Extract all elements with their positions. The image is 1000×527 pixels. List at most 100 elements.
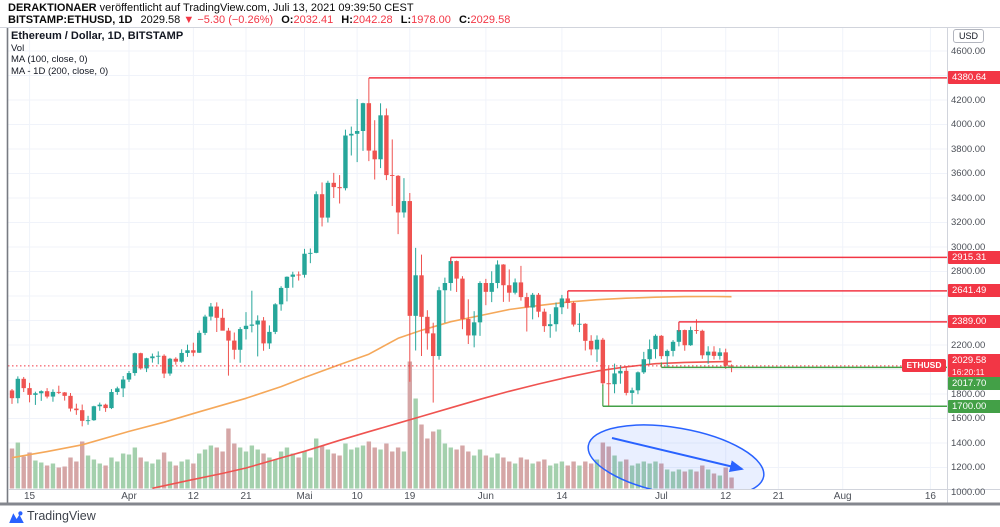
candle-body bbox=[425, 316, 430, 334]
trend-arrow bbox=[611, 437, 744, 473]
close-value: 2029.58 bbox=[470, 14, 511, 26]
volume-bar bbox=[548, 465, 553, 489]
candle-body bbox=[80, 410, 85, 421]
volume-bar bbox=[670, 471, 676, 489]
volume-bar bbox=[97, 463, 102, 489]
candle-body bbox=[489, 283, 494, 292]
candle-body bbox=[156, 355, 161, 357]
volume-bar bbox=[232, 443, 237, 489]
volume-bar bbox=[68, 457, 73, 489]
volume-bar bbox=[583, 461, 588, 489]
open-value: 2032.41 bbox=[293, 14, 334, 26]
candle-body bbox=[524, 297, 529, 308]
gridlines bbox=[8, 28, 947, 489]
volume-bar bbox=[261, 453, 266, 489]
volume-bar bbox=[366, 441, 372, 489]
candle-body bbox=[214, 306, 219, 318]
candle-body bbox=[705, 351, 711, 356]
candle-body bbox=[202, 316, 208, 333]
volume-bar bbox=[27, 452, 32, 489]
candle-body bbox=[518, 282, 524, 298]
volume-bar bbox=[600, 442, 606, 489]
volume-bar bbox=[214, 447, 219, 489]
volume-bar bbox=[343, 443, 348, 489]
candle-body bbox=[115, 388, 120, 393]
candle-body bbox=[729, 365, 734, 367]
volume-bar bbox=[618, 461, 623, 489]
candle-body bbox=[676, 330, 682, 342]
candle-body bbox=[290, 274, 295, 277]
tradingview-brand-text[interactable]: TradingView bbox=[27, 509, 96, 523]
candle-body bbox=[237, 329, 243, 350]
last-price: 2029.58 bbox=[140, 14, 181, 26]
candle-body bbox=[600, 339, 606, 384]
candle-body bbox=[161, 355, 167, 374]
volume-bar bbox=[682, 471, 687, 489]
volume-bar bbox=[290, 453, 295, 489]
volume-bar bbox=[401, 451, 407, 489]
volume-bar bbox=[559, 461, 565, 489]
candle-body bbox=[647, 349, 652, 360]
legend-ma200-indicator[interactable]: MA - 1D (200, close, 0) bbox=[11, 65, 109, 77]
volume-bar bbox=[536, 461, 541, 489]
candle-body bbox=[548, 324, 553, 327]
volume-bar bbox=[156, 459, 161, 489]
volume-bar bbox=[44, 465, 50, 489]
candle-body bbox=[606, 383, 611, 385]
candle-body bbox=[167, 358, 173, 374]
volume-bar bbox=[431, 431, 436, 489]
volume-bar bbox=[395, 447, 401, 489]
volume-bar bbox=[50, 463, 56, 489]
candle-body bbox=[349, 133, 354, 136]
legend-volume-indicator[interactable]: Vol bbox=[11, 42, 25, 54]
candle-body bbox=[583, 323, 588, 341]
candle-body bbox=[466, 319, 471, 336]
candle-body bbox=[267, 331, 272, 344]
volume-bar bbox=[325, 449, 331, 489]
candle-body bbox=[308, 252, 313, 254]
volume-bar bbox=[594, 459, 600, 489]
volume-bar bbox=[91, 459, 97, 489]
volume-bar bbox=[711, 473, 717, 489]
volume-bar bbox=[62, 466, 67, 489]
candle-body bbox=[395, 175, 401, 213]
volume-bar bbox=[226, 428, 231, 489]
tradingview-logo-icon[interactable] bbox=[7, 510, 26, 524]
candle-body bbox=[302, 253, 307, 275]
volume-bar bbox=[471, 455, 477, 489]
candle-body bbox=[442, 283, 448, 291]
volume-bar bbox=[489, 457, 494, 489]
legend-symbol-title[interactable]: Ethereum / Dollar, 1D, BITSTAMP bbox=[11, 30, 184, 42]
candle-body bbox=[296, 274, 301, 276]
volume-bar bbox=[512, 463, 518, 489]
candle-body bbox=[577, 323, 582, 325]
footer-bar: TradingView bbox=[0, 507, 1000, 527]
legend-ma100-indicator[interactable]: MA (100, close, 0) bbox=[11, 54, 88, 65]
candle-body bbox=[255, 320, 260, 325]
candle-body bbox=[471, 322, 477, 336]
candle-body bbox=[132, 353, 138, 374]
volume-bar bbox=[173, 465, 178, 489]
volume-bar bbox=[442, 443, 448, 489]
volume-bar bbox=[202, 449, 208, 489]
volume-bar bbox=[21, 456, 26, 489]
candle-body bbox=[413, 275, 418, 316]
volume-bar bbox=[542, 459, 547, 489]
volume-bar bbox=[360, 445, 366, 489]
candle-body bbox=[185, 350, 190, 353]
candle-body bbox=[314, 194, 319, 253]
publish-info: veröffentlicht auf TradingView.com, Juli… bbox=[96, 2, 414, 14]
candle-body bbox=[15, 378, 21, 399]
volume-bar bbox=[337, 455, 342, 489]
candle-body bbox=[197, 332, 202, 353]
candle-body bbox=[624, 370, 629, 393]
volume-bar bbox=[179, 461, 184, 489]
candle-body bbox=[507, 285, 512, 293]
volume-bar bbox=[319, 445, 325, 489]
candle-body bbox=[354, 130, 360, 134]
currency-unit-button[interactable]: USD bbox=[953, 29, 985, 43]
volume-bar bbox=[460, 445, 465, 489]
candle-body bbox=[682, 330, 687, 346]
